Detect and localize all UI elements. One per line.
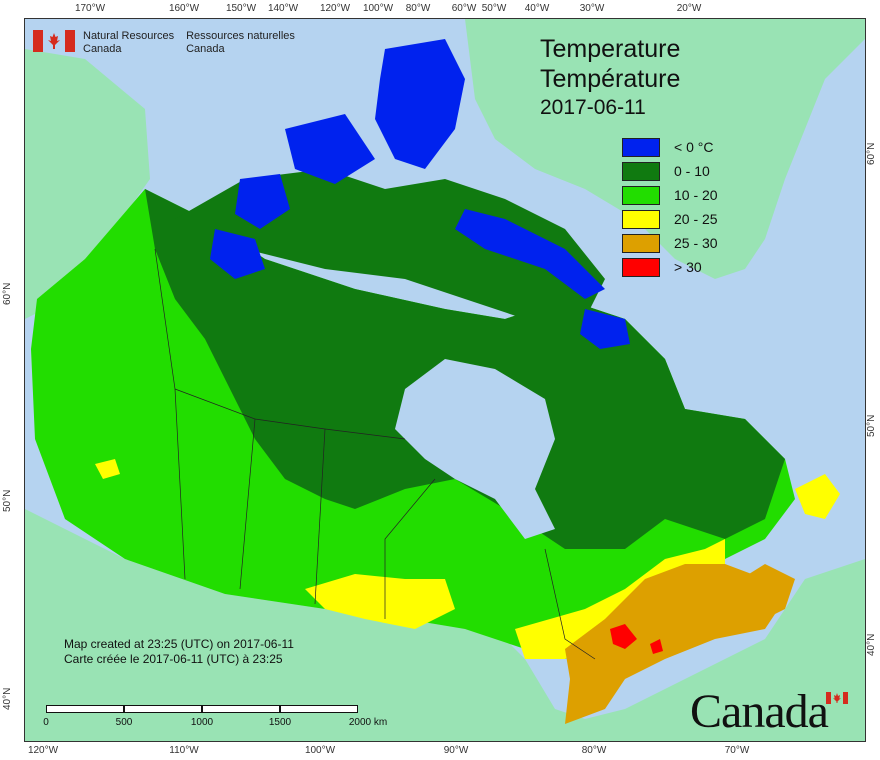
alaska-land <box>25 49 150 319</box>
tick-top: 140°W <box>267 3 299 14</box>
map-frame[interactable] <box>24 18 866 742</box>
hudson-bay <box>395 359 555 539</box>
maritimes-25-30 <box>725 564 795 624</box>
tick-bottom: 70°W <box>724 745 750 756</box>
map-date: 2017-06-11 <box>540 96 646 119</box>
usa-land <box>25 509 865 741</box>
title-en: Temperature <box>540 35 681 63</box>
map-credit: Map created at 23:25 (UTC) on 2017-06-11… <box>64 637 294 667</box>
legend-swatch <box>622 185 660 205</box>
scale-label: 2000 km <box>348 717 388 728</box>
legend-item: 0 - 10 <box>622 159 718 183</box>
tick-top: 50°W <box>481 3 507 14</box>
tick-top: 60°W <box>451 3 477 14</box>
tick-left: 60°N <box>2 282 13 305</box>
scale-label: 1500 <box>268 717 292 728</box>
baffin-below-0 <box>455 209 605 299</box>
newfoundland-20-25 <box>795 474 840 519</box>
greenland-land <box>465 19 865 279</box>
legend-item: > 30 <box>622 255 718 279</box>
arctic-islands-below-0-4 <box>210 229 265 279</box>
tick-top: 100°W <box>362 3 394 14</box>
agency-name-fr: Ressources naturelles Canada <box>186 30 295 55</box>
legend-label: 25 - 30 <box>674 235 718 251</box>
provincial-boundaries <box>154 248 596 660</box>
arctic-islands-below-0-3 <box>235 174 290 229</box>
hotspot-above-30-2 <box>650 639 663 654</box>
tick-right: 60°N <box>866 142 877 165</box>
legend-label: 20 - 25 <box>674 211 718 227</box>
tick-bottom: 110°W <box>169 745 199 756</box>
scale-label: 1000 <box>190 717 214 728</box>
tick-top: 80°W <box>405 3 431 14</box>
map-title-block: Temperature Température 2017-06-11 <box>540 34 680 122</box>
legend-swatch <box>622 233 660 253</box>
tick-top: 40°W <box>524 3 550 14</box>
legend-swatch <box>622 257 660 277</box>
credit-fr: Carte créée le 2017-06-11 (UTC) à 23:25 <box>64 652 283 666</box>
hotspot-above-30 <box>610 624 637 649</box>
prairie-20-25 <box>305 574 455 629</box>
southern-ontario-25-30 <box>565 564 785 724</box>
tick-bottom: 90°W <box>443 745 469 756</box>
legend-label: > 30 <box>674 259 702 275</box>
legend-item: 20 - 25 <box>622 207 718 231</box>
tick-top: 170°W <box>74 3 106 14</box>
legend-item: < 0 °C <box>622 135 718 159</box>
legend-label: 0 - 10 <box>674 163 710 179</box>
legend-swatch <box>622 209 660 229</box>
tick-left: 40°N <box>2 687 13 710</box>
agency-signature: Natural Resources Canada Ressources natu… <box>33 30 295 56</box>
title-fr: Température <box>540 65 681 93</box>
agency-name-en: Natural Resources Canada <box>83 30 175 55</box>
tick-top: 160°W <box>168 3 200 14</box>
labrador-below-0 <box>580 309 630 349</box>
legend-item: 25 - 30 <box>622 231 718 255</box>
tick-top: 150°W <box>225 3 257 14</box>
tick-bottom: 100°W <box>304 745 336 756</box>
legend-label: 10 - 20 <box>674 187 718 203</box>
tick-bottom: 80°W <box>581 745 607 756</box>
scale-label: 500 <box>115 717 133 728</box>
tick-bottom: 120°W <box>27 745 59 756</box>
credit-en: Map created at 23:25 (UTC) on 2017-06-11 <box>64 637 294 651</box>
legend-label: < 0 °C <box>674 139 714 155</box>
scale-bar <box>46 705 358 713</box>
arctic-islands-below-0-2 <box>285 114 375 184</box>
tick-right: 50°N <box>866 414 877 437</box>
tick-right: 40°N <box>866 633 877 656</box>
bc-20-25 <box>95 459 120 479</box>
tick-top: 120°W <box>319 3 351 14</box>
temperature-map[interactable] <box>25 19 865 741</box>
legend-swatch <box>622 137 660 157</box>
tick-left: 50°N <box>2 489 13 512</box>
arctic-islands-below-0 <box>375 39 465 169</box>
canada-flag-icon <box>33 30 75 52</box>
tick-top: 20°W <box>676 3 702 14</box>
scale-label: 0 <box>43 717 49 728</box>
wordmark-flag-icon <box>826 692 848 704</box>
legend-item: 10 - 20 <box>622 183 718 207</box>
canada-wordmark: Canada <box>690 685 829 738</box>
legend: < 0 °C 0 - 10 10 - 20 20 - 25 25 - 30 > 30 <box>622 135 718 279</box>
legend-swatch <box>622 161 660 181</box>
tick-top: 30°W <box>579 3 605 14</box>
